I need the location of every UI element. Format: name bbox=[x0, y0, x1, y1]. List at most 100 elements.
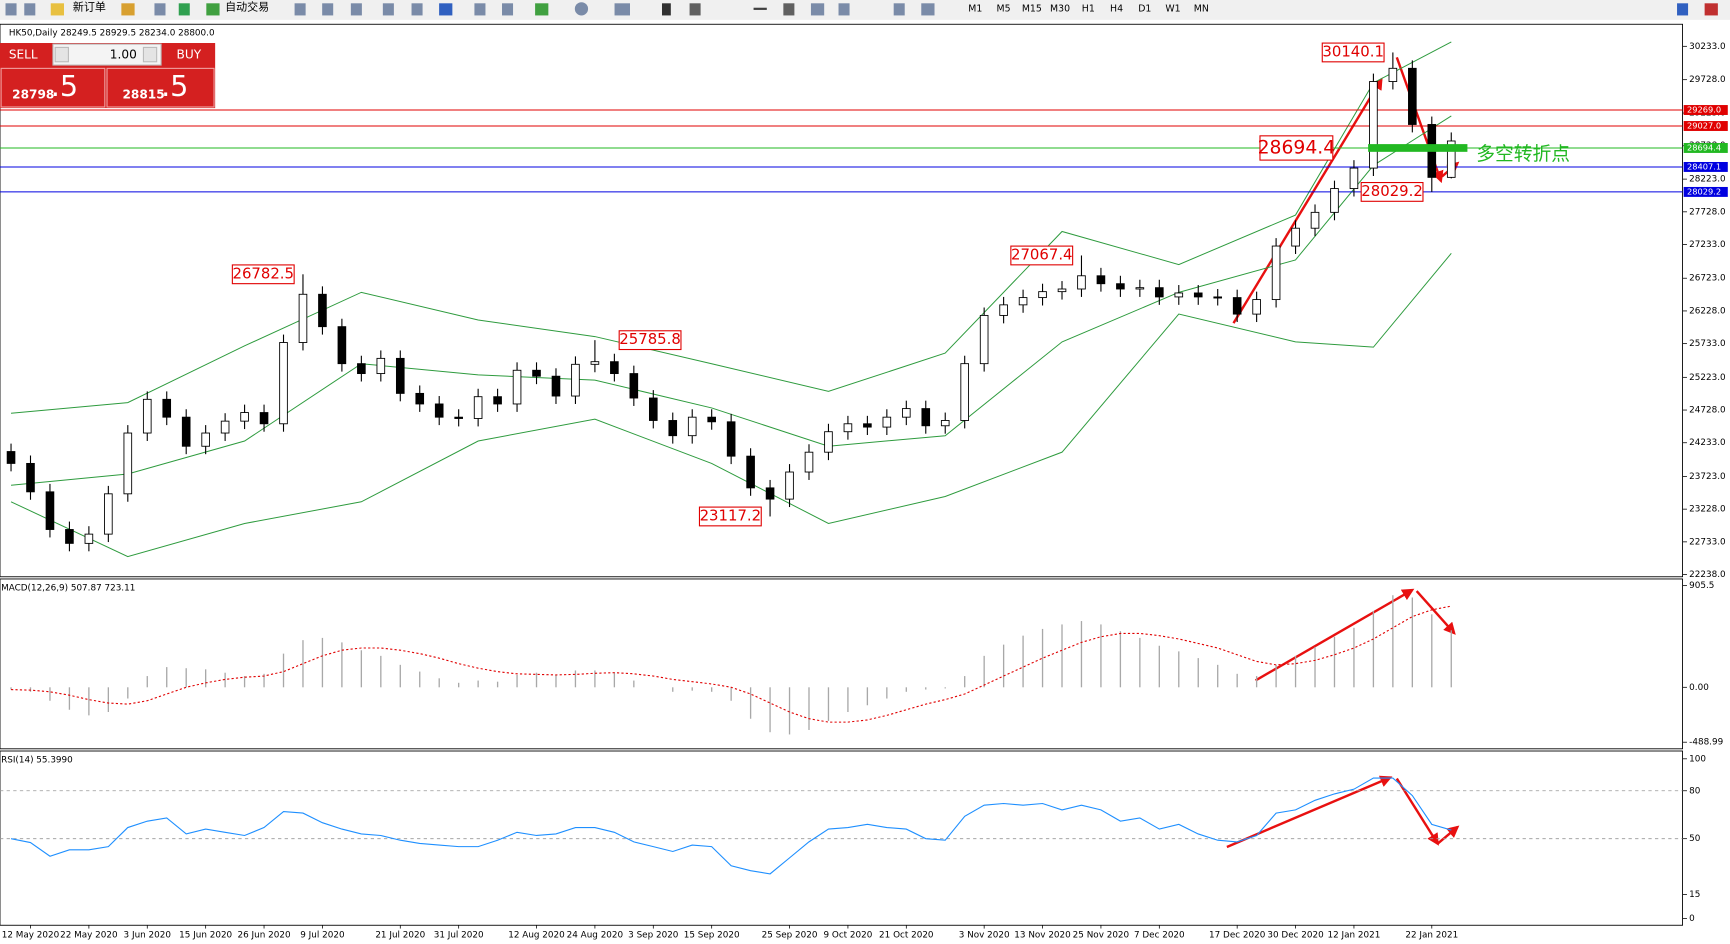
candle-body bbox=[707, 416, 716, 423]
candle-body bbox=[104, 493, 113, 535]
candle-body bbox=[629, 373, 639, 399]
x-tick-label: 3 Sep 2020 bbox=[628, 931, 679, 941]
y-tick-label: 905.5 bbox=[1689, 581, 1714, 591]
candle-body bbox=[1252, 299, 1261, 315]
y-tick-label: 23228.0 bbox=[1689, 505, 1726, 515]
x-tick-label: 22 May 2020 bbox=[60, 931, 118, 941]
timeframe-button[interactable]: H1 bbox=[1082, 3, 1095, 14]
candle-body bbox=[551, 375, 561, 397]
candle-body bbox=[454, 416, 463, 419]
candle-body bbox=[259, 412, 269, 425]
price-annotation: 27067.4 bbox=[1011, 245, 1073, 263]
x-tick-label: 9 Jul 2020 bbox=[300, 931, 345, 941]
candle-body bbox=[1096, 275, 1106, 285]
timeframe-button[interactable]: M1 bbox=[968, 3, 982, 14]
candle-body bbox=[1388, 67, 1398, 82]
y-tick-label: -488.99 bbox=[1689, 738, 1723, 748]
level-label: 28694.4 bbox=[1687, 142, 1721, 152]
y-tick-label: 27728.0 bbox=[1689, 207, 1726, 217]
x-tick-label: 26 Jun 2020 bbox=[238, 931, 291, 941]
sell-button[interactable] bbox=[1, 44, 52, 67]
x-tick-label: 13 Nov 2020 bbox=[1014, 931, 1071, 941]
candle-body bbox=[512, 369, 522, 405]
y-tick-label: 100 bbox=[1689, 754, 1706, 764]
sell-price-fraction: .5 bbox=[51, 69, 78, 103]
timeframe-button[interactable]: M15 bbox=[1022, 3, 1042, 14]
candle-body bbox=[902, 408, 911, 418]
candle-body bbox=[201, 432, 210, 447]
x-tick-label: 31 Jul 2020 bbox=[434, 931, 484, 941]
lots-input[interactable]: 1.00 bbox=[110, 48, 137, 62]
sell-price-box[interactable] bbox=[0, 67, 106, 108]
candle-body bbox=[804, 451, 814, 473]
candle-body bbox=[1369, 81, 1378, 169]
level-label-box bbox=[1683, 161, 1728, 172]
timeframe-button[interactable]: M5 bbox=[997, 3, 1011, 14]
y-tick-label: 28223.0 bbox=[1689, 175, 1726, 185]
candle-body bbox=[785, 471, 794, 500]
x-tick-label: 25 Nov 2020 bbox=[1073, 931, 1130, 941]
timeframe-button[interactable]: D1 bbox=[1138, 3, 1151, 14]
rsi-line bbox=[10, 777, 1452, 875]
y-tick-label: 22733.0 bbox=[1689, 537, 1726, 547]
buy-button[interactable] bbox=[163, 44, 215, 67]
candle-body bbox=[1135, 287, 1145, 290]
candle-body bbox=[1446, 140, 1456, 178]
buy-price-box[interactable] bbox=[106, 67, 215, 108]
toolbar-button[interactable]: 自动交易 bbox=[225, 0, 269, 14]
candle-body bbox=[940, 420, 950, 427]
bollinger-band bbox=[10, 41, 1452, 414]
timeframe-button[interactable]: M30 bbox=[1050, 3, 1070, 14]
price-annotation-box bbox=[1321, 42, 1385, 63]
timeframe-button[interactable]: MN bbox=[1194, 3, 1209, 14]
y-tick-label: 22238.0 bbox=[1689, 570, 1726, 580]
x-tick-label: 12 Aug 2020 bbox=[508, 931, 565, 941]
trade-panel bbox=[0, 43, 216, 109]
sell-price: 28798 bbox=[12, 87, 54, 101]
toolbar-button[interactable]: 新订单 bbox=[73, 0, 106, 14]
price-annotation-box bbox=[698, 506, 762, 527]
candle-body bbox=[357, 363, 366, 375]
candle-body bbox=[1155, 287, 1164, 298]
candle-body bbox=[1193, 292, 1203, 298]
trend-arrows bbox=[1226, 56, 1460, 849]
x-tick-label: 24 Aug 2020 bbox=[567, 931, 624, 941]
candle-body bbox=[493, 396, 502, 405]
chart-header: HK50,Daily 28249.5 28929.5 28234.0 28800… bbox=[9, 29, 215, 39]
x-tick-label: 3 Nov 2020 bbox=[959, 931, 1010, 941]
candle-body bbox=[687, 416, 697, 437]
buy-label: BUY bbox=[177, 48, 202, 62]
timeframe-button[interactable]: H4 bbox=[1110, 3, 1123, 14]
y-tick-label: 29728.0 bbox=[1689, 75, 1726, 85]
price-annotation: 28029.2 bbox=[1361, 182, 1423, 200]
x-tick-label: 15 Sep 2020 bbox=[684, 931, 740, 941]
candle-body bbox=[318, 293, 327, 328]
candle-body bbox=[1349, 167, 1359, 190]
candle-body bbox=[1057, 288, 1067, 293]
candle-body bbox=[415, 392, 425, 405]
price-annotation-box bbox=[1010, 245, 1074, 266]
candle-body bbox=[473, 396, 483, 419]
timeframe-button[interactable]: W1 bbox=[1165, 3, 1180, 14]
y-tick-label: 0 bbox=[1689, 914, 1695, 924]
candle-body bbox=[824, 431, 833, 453]
candle-body bbox=[162, 398, 172, 418]
level-label-box bbox=[1683, 143, 1728, 153]
price-annotation-box bbox=[1360, 181, 1424, 202]
x-tick-label: 9 Oct 2020 bbox=[823, 931, 872, 941]
candle-body bbox=[1077, 275, 1086, 290]
y-tick-label: 24728.0 bbox=[1689, 406, 1726, 416]
x-tick-label: 7 Dec 2020 bbox=[1134, 931, 1185, 941]
candle-body bbox=[960, 363, 969, 421]
level-label: 29269.0 bbox=[1687, 105, 1721, 115]
candle-body bbox=[1310, 211, 1320, 229]
candle-body bbox=[610, 361, 619, 375]
level-label: 28029.2 bbox=[1687, 186, 1721, 196]
candle-body bbox=[123, 432, 133, 495]
macd-signal-line bbox=[11, 605, 1452, 723]
y-tick-label: 0.00 bbox=[1689, 683, 1709, 693]
candle-body bbox=[26, 462, 35, 493]
candle-body bbox=[979, 314, 989, 365]
level-label-box bbox=[1683, 121, 1728, 131]
